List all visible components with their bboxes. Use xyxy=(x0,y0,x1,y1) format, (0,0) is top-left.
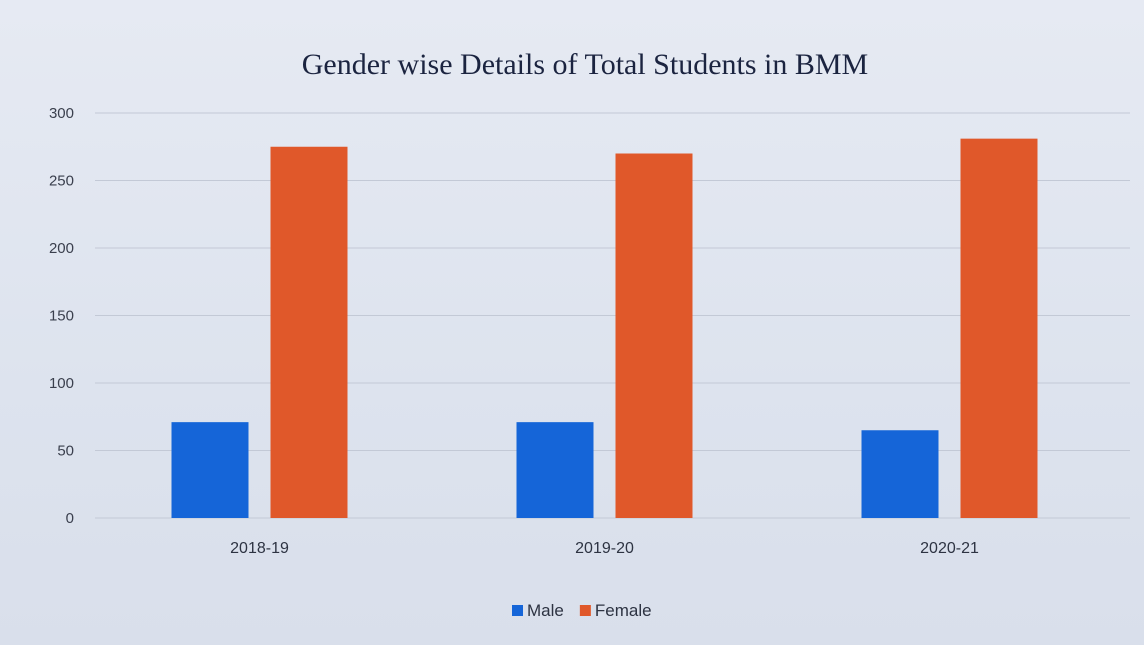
legend-swatch-male xyxy=(512,605,523,616)
legend-label-female: Female xyxy=(595,601,652,620)
bar-female-2020-21 xyxy=(960,138,1038,518)
y-tick-label: 0 xyxy=(66,510,74,527)
y-tick-label: 50 xyxy=(57,443,74,460)
x-category-label: 2018-19 xyxy=(230,540,289,557)
bar-male-2020-21 xyxy=(861,430,939,518)
legend: Male Female xyxy=(512,601,652,620)
y-tick-label: 150 xyxy=(49,308,74,325)
x-category-label: 2019-20 xyxy=(575,540,634,557)
y-tick-label: 100 xyxy=(49,375,74,392)
bars xyxy=(171,138,1038,518)
y-tick-label: 250 xyxy=(49,173,74,190)
chart-title: Gender wise Details of Total Students in… xyxy=(302,48,868,81)
y-axis-ticks: 0 50 100 150 200 250 300 xyxy=(49,105,74,527)
gridlines xyxy=(95,112,1130,519)
legend-swatch-female xyxy=(579,605,591,616)
bar-male-2019-20 xyxy=(516,422,594,518)
bar-male-2018-19 xyxy=(171,422,249,518)
legend-label-male: Male xyxy=(527,601,564,620)
y-tick-label: 200 xyxy=(49,240,74,257)
y-tick-label: 300 xyxy=(49,105,74,122)
bar-female-2018-19 xyxy=(270,146,348,518)
x-category-label: 2020-21 xyxy=(920,540,979,557)
bar-female-2019-20 xyxy=(615,153,693,518)
x-axis-categories: 2018-19 2019-20 2020-21 xyxy=(230,540,979,557)
